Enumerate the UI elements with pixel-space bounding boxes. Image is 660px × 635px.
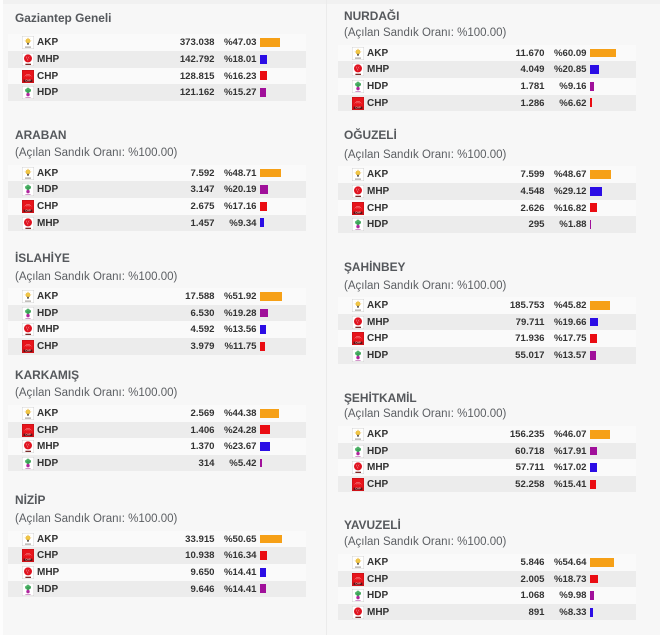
svg-text:CHP: CHP bbox=[25, 349, 31, 353]
svg-text:CHP: CHP bbox=[25, 432, 31, 436]
svg-text:CHP: CHP bbox=[355, 487, 361, 491]
svg-text:CHP: CHP bbox=[355, 341, 361, 345]
svg-text:CHP: CHP bbox=[25, 209, 31, 213]
svg-text:CHP: CHP bbox=[25, 78, 31, 82]
svg-text:CHP: CHP bbox=[355, 210, 361, 214]
svg-text:CHP: CHP bbox=[25, 558, 31, 562]
svg-text:CHP: CHP bbox=[355, 105, 361, 109]
svg-text:CHP: CHP bbox=[355, 581, 361, 585]
